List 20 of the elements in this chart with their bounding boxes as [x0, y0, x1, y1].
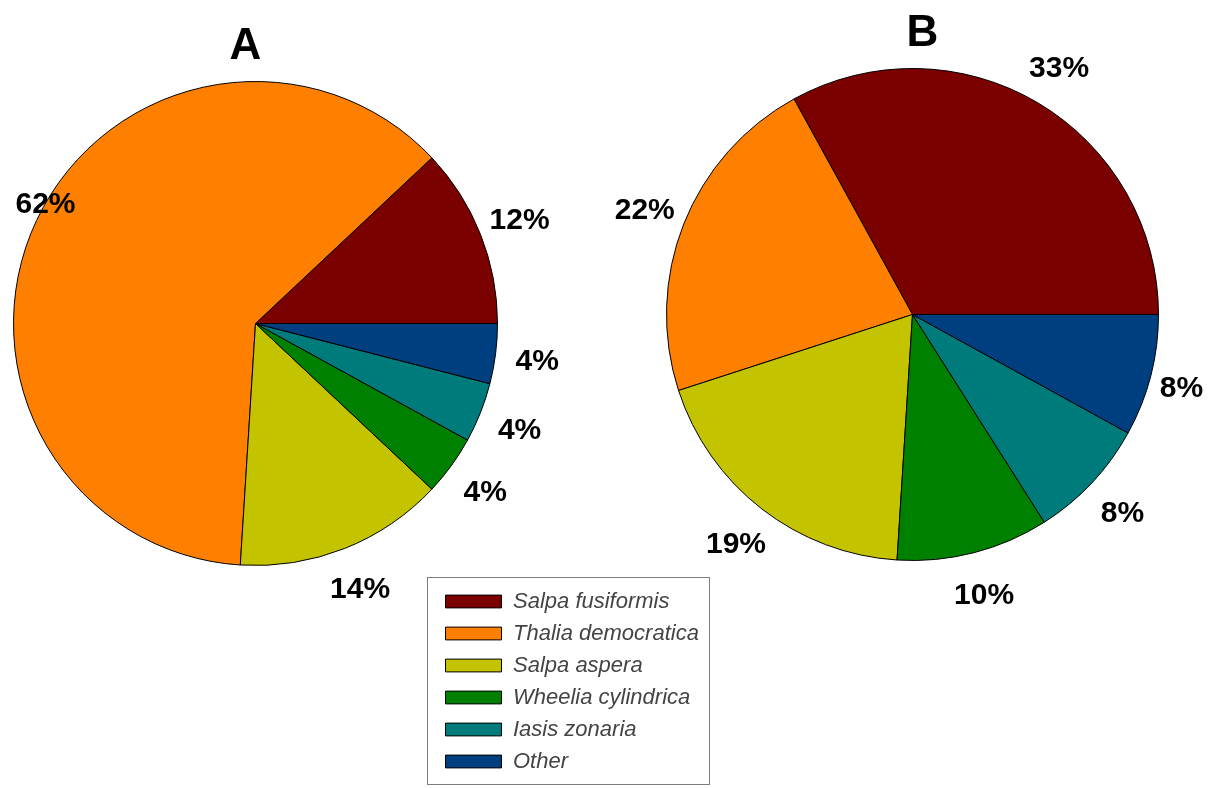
- data-label: 22%: [614, 191, 675, 225]
- data-label: 14%: [330, 571, 391, 605]
- legend-label: Salpa aspera: [513, 652, 643, 678]
- legend-label: Wheelia cylindrica: [513, 684, 691, 710]
- chart-title: B: [906, 6, 939, 55]
- data-label: 4%: [463, 473, 507, 507]
- legend-label: Thalia democratica: [513, 620, 699, 646]
- data-label: 33%: [1029, 50, 1090, 84]
- legend-label: Iasis zonaria: [513, 716, 637, 742]
- data-label: 62%: [15, 186, 76, 220]
- data-label: 8%: [1159, 369, 1204, 403]
- data-label: 4%: [497, 411, 542, 445]
- data-label: 12%: [489, 202, 550, 236]
- data-label: 19%: [705, 525, 767, 559]
- data-label: 10%: [954, 576, 1015, 610]
- data-label: 4%: [515, 342, 559, 376]
- legend-label: Salpa fusiformis: [513, 588, 670, 614]
- legend-label: Other: [513, 748, 569, 774]
- data-label: 8%: [1100, 495, 1145, 529]
- chart-title: A: [229, 19, 262, 68]
